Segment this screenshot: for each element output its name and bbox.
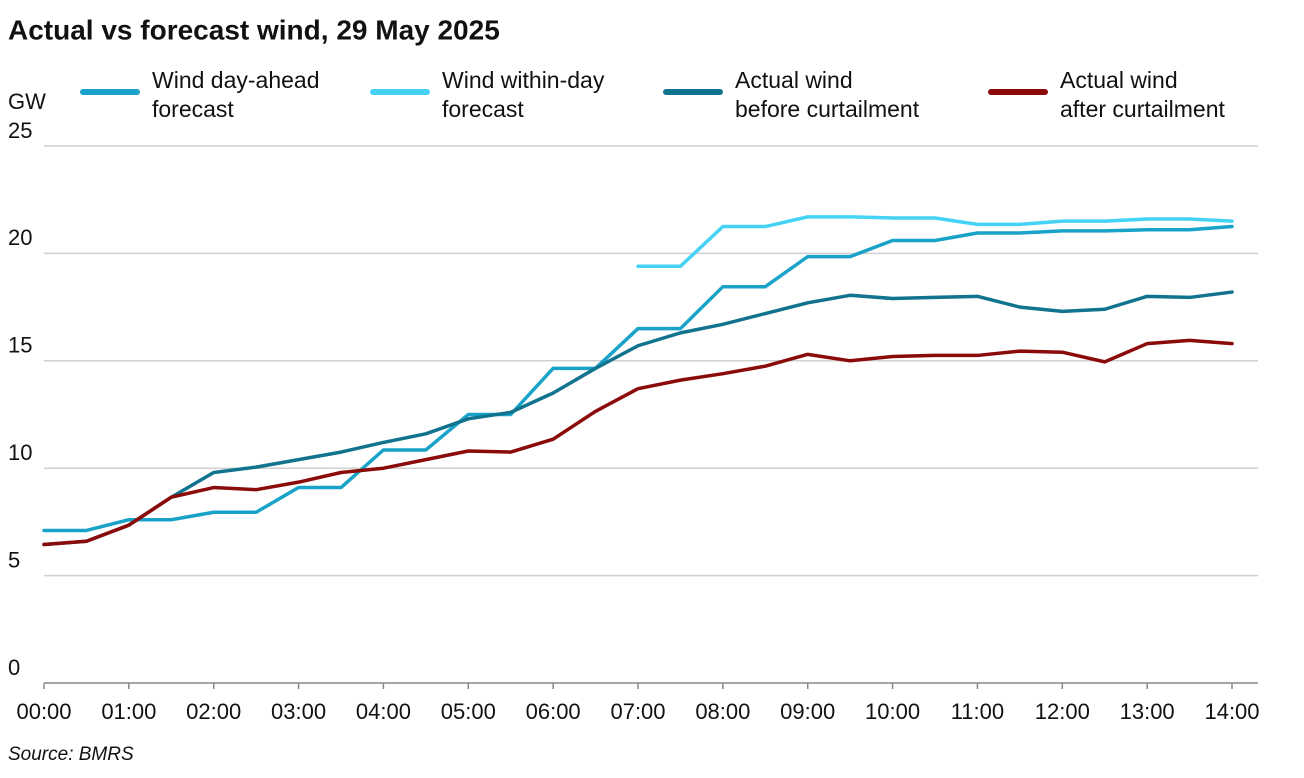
series-line: [42, 338, 1234, 547]
x-tick-label: 07:00: [610, 699, 665, 724]
y-tick-label: 20: [8, 225, 32, 250]
y-tick-label: 10: [8, 440, 32, 465]
legend-swatch: [80, 89, 140, 95]
x-tick-label: 14:00: [1204, 699, 1259, 724]
legend-label: Actual wind before curtailment: [735, 67, 920, 122]
x-tick-label: 09:00: [780, 699, 835, 724]
x-tick-label: 08:00: [695, 699, 750, 724]
x-tick-label: 06:00: [526, 699, 581, 724]
x-tick-label: 04:00: [356, 699, 411, 724]
legend-item: Wind within-day forecast: [370, 66, 604, 124]
legend-swatch: [988, 89, 1048, 95]
x-tick-label: 00:00: [16, 699, 71, 724]
legend-swatch: [370, 89, 430, 95]
series-line: [42, 290, 1234, 547]
legend-label: Wind day-ahead forecast: [152, 67, 320, 122]
y-tick-label: 0: [8, 655, 20, 680]
legend-item: Actual wind before curtailment: [663, 66, 919, 124]
legend-label: Actual wind after curtailment: [1060, 67, 1225, 122]
y-tick-label: 15: [8, 333, 32, 358]
legend-item: Actual wind after curtailment: [988, 66, 1225, 124]
y-tick-label: 25: [8, 118, 32, 143]
series-line: [636, 215, 1234, 269]
x-tick-label: 12:00: [1035, 699, 1090, 724]
x-tick-label: 02:00: [186, 699, 241, 724]
x-tick-label: 13:00: [1120, 699, 1175, 724]
x-tick-label: 05:00: [441, 699, 496, 724]
series-line: [42, 224, 1234, 533]
y-axis-label: GW: [8, 89, 46, 114]
source: Source: BMRS: [8, 744, 134, 765]
legend-swatch: [663, 89, 723, 95]
y-tick-label: 5: [8, 547, 20, 572]
legend-item: Wind day-ahead forecast: [80, 66, 320, 124]
x-tick-label: 03:00: [271, 699, 326, 724]
x-tick-label: 10:00: [865, 699, 920, 724]
x-tick-label: 01:00: [101, 699, 156, 724]
chart-title: Actual vs forecast wind, 29 May 2025: [8, 14, 500, 45]
x-tick-label: 11:00: [951, 699, 1004, 724]
legend-label: Wind within-day forecast: [442, 67, 605, 122]
